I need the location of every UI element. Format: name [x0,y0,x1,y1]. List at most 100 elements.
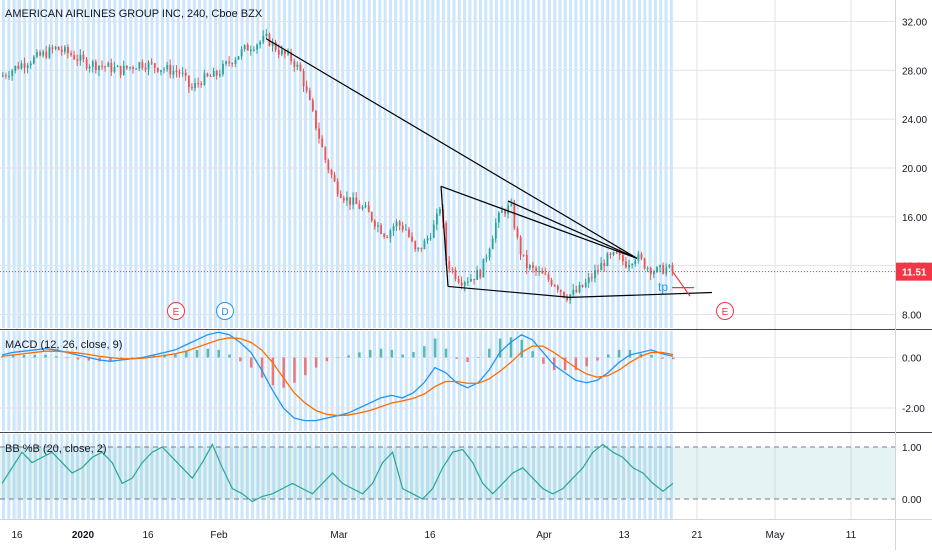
candle-body [48,47,51,58]
session-stripe [463,434,467,519]
session-stripe [378,331,382,431]
session-stripe [484,331,488,431]
session-stripe [118,331,122,431]
session-stripe [92,331,96,431]
session-stripe [532,331,535,431]
candle-body [485,257,488,259]
session-stripe [23,331,27,431]
macd-histogram-bar [379,348,383,358]
session-stripe [468,434,472,519]
session-stripe [489,0,493,328]
candle-body [73,55,76,60]
macd-histogram-bar [206,348,210,358]
macd-title: MACD (12, 26, close, 9) [5,339,123,351]
macd-histogram-bar [239,357,242,362]
session-stripe [171,434,175,519]
candle-body [343,197,345,201]
session-stripe [420,434,424,519]
candle-body [439,208,441,214]
candle-body [383,233,386,237]
session-stripe [383,434,387,519]
candle-body [175,70,178,73]
session-stripe [55,434,58,519]
session-stripe [33,331,37,431]
candle-body [600,263,603,271]
price-tick-label: 28.00 [902,66,927,77]
session-stripe [70,434,74,519]
candle-body [622,254,624,262]
session-stripe [17,331,21,431]
session-stripe [12,434,16,519]
candle-body [491,238,494,250]
candle-body [122,65,125,75]
candle-body [104,66,107,68]
candle-body [271,41,274,46]
session-stripe [638,0,641,328]
candle-body [237,56,240,60]
session-stripe [293,434,297,519]
candle-body [364,205,367,208]
session-stripe [447,434,451,519]
session-stripe [510,331,514,431]
candle-body [640,253,643,259]
session-stripe [288,434,292,519]
candle-body [392,226,395,231]
session-stripe [468,331,472,431]
macd-histogram-bar [574,357,578,371]
session-stripe [70,331,74,431]
candle-body [296,64,299,67]
session-stripe [367,331,371,431]
macd-histogram-bar [368,349,372,358]
candle-body [64,47,66,52]
session-stripe [632,331,636,431]
candle-body [501,210,503,213]
price-tick-label: 24.00 [902,115,927,126]
session-stripe [373,331,376,431]
candle-body [671,265,674,272]
session-stripe [362,434,366,519]
candle-body [17,65,20,69]
session-stripe [320,331,323,431]
candle-body [318,128,320,139]
candle-body [398,221,401,226]
event-marker [167,302,185,320]
candle-body [33,56,35,64]
session-stripe [553,331,557,431]
session-stripe [643,0,647,328]
candle-body [361,207,364,209]
session-stripe [55,0,58,328]
session-stripe [229,331,233,431]
session-stripe [150,0,154,328]
macd-histogram-bar [585,357,588,367]
bb-band-fill [0,447,895,499]
candle-body [172,70,175,75]
session-stripe [161,331,164,431]
candle-body [339,194,342,198]
candle-body [504,210,506,214]
candle-body [60,50,63,52]
session-stripe [669,331,673,431]
session-stripe [479,0,482,328]
session-stripe [574,331,578,431]
session-stripe [627,331,631,431]
session-stripe [235,0,239,328]
session-stripe [325,434,329,519]
session-stripe [60,434,64,519]
session-stripe [388,434,392,519]
event-marker-label: E [173,307,180,318]
candle-body [411,236,413,242]
session-stripe [325,331,329,431]
candle-body [88,66,91,69]
session-stripe [420,0,424,328]
candle-body [556,286,559,290]
session-stripe [97,331,101,431]
session-stripe [304,331,308,431]
session-stripe [473,0,477,328]
trendline [440,185,638,259]
session-stripe [187,0,191,328]
candle-body [200,83,203,85]
session-stripe [198,331,202,431]
session-stripe [378,0,382,328]
